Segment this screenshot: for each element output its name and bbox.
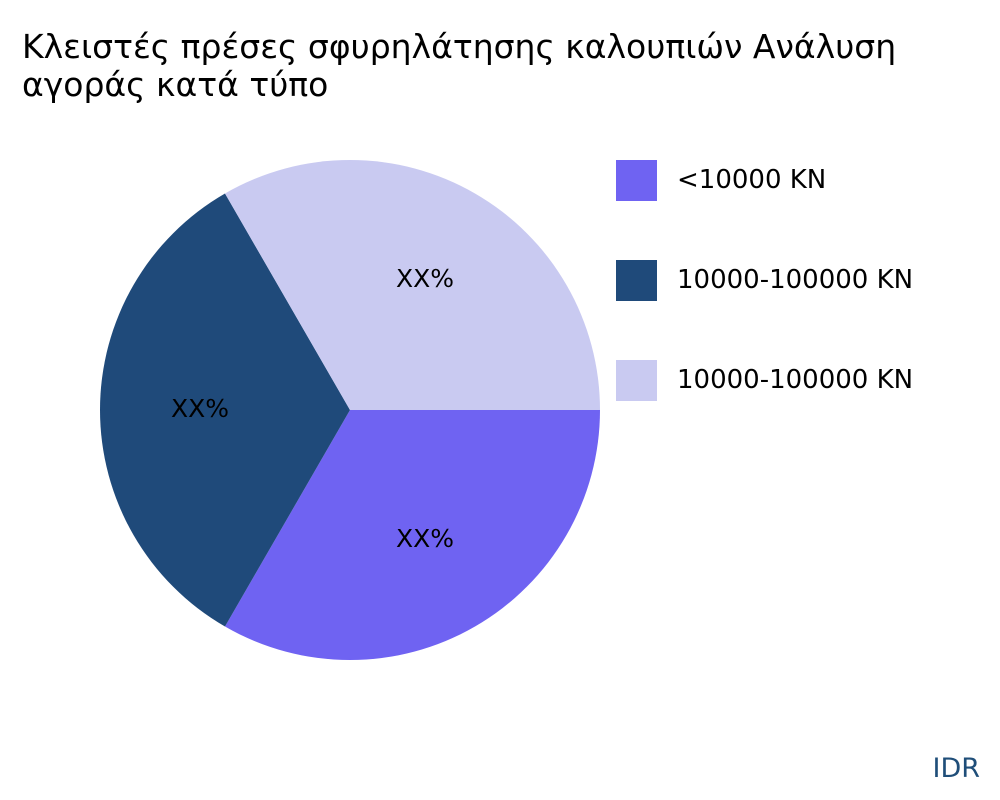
legend-label-1: 10000-100000 KN: [677, 265, 914, 295]
legend-item-1: 10000-100000 KN: [616, 259, 914, 301]
legend-item-0: <10000 KN: [616, 159, 913, 201]
legend: <10000 KN 10000-100000 KN 10000-100000 K…: [616, 159, 914, 460]
legend-label-2: 10000-100000 KN: [677, 365, 914, 395]
pie-slice-label-1: XX%: [171, 394, 229, 423]
legend-swatch-1: [616, 259, 657, 301]
legend-swatch-0: [616, 159, 657, 201]
pie-slice-label-2: XX%: [396, 264, 454, 293]
chart-title: Κλειστές πρέσες σφυρηλάτησης καλουπιών Α…: [22, 27, 897, 104]
pie-slice-2: [225, 160, 600, 410]
legend-swatch-2: [616, 359, 657, 401]
legend-label-0: <10000 KN: [677, 165, 827, 195]
pie-slice-0: [225, 410, 600, 660]
pie-slice-label-0: XX%: [396, 524, 454, 553]
brand-logo: IDR: [932, 753, 980, 784]
legend-item-2: 10000-100000 KN: [616, 359, 914, 401]
